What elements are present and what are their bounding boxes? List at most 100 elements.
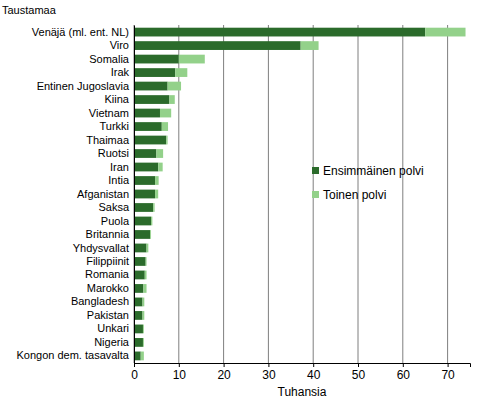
- bar: [134, 311, 143, 320]
- bar: [134, 271, 145, 280]
- plot: 0 10 20 30 40 50 60 70 Venäjä (ml. ent. NL)Viro S…: [16, 25, 470, 382]
- bar: [134, 203, 153, 212]
- bar: [134, 217, 151, 226]
- bar: [169, 95, 174, 104]
- tick: Puola: [101, 215, 134, 227]
- tick-mark: [358, 363, 359, 367]
- tick: Afganistan: [77, 188, 134, 200]
- tick-label: 0: [131, 368, 138, 382]
- bar: [134, 352, 141, 361]
- grid-line: [134, 25, 135, 363]
- tick-label: Bangladesh: [71, 295, 129, 307]
- bar: [142, 338, 144, 347]
- bar: [134, 163, 158, 172]
- tick: 50: [352, 363, 366, 382]
- tick-label: Puola: [101, 215, 130, 227]
- tick: Entinen Jugoslavia: [37, 80, 134, 92]
- tick: Somalia: [89, 53, 134, 65]
- tick: Nigeria: [94, 336, 134, 348]
- tick-label: Filippiinit: [86, 255, 129, 267]
- legend-item: Toinen polvi: [312, 188, 386, 202]
- tick: Britannia: [86, 228, 134, 240]
- title: Taustamaa: [2, 4, 57, 16]
- bar: [147, 244, 149, 253]
- tick-label: Nigeria: [94, 336, 130, 348]
- tick-label: 10: [173, 368, 187, 382]
- tick: Yhdysvallat: [73, 241, 134, 253]
- bar: [134, 95, 169, 104]
- tick-label: Iran: [110, 161, 129, 173]
- tick-mark: [448, 363, 449, 367]
- tick: Irak: [111, 66, 134, 78]
- legend-item: Ensimmäinen polvi: [312, 164, 424, 178]
- tick-label: Britannia: [86, 228, 130, 240]
- bar: [156, 149, 163, 158]
- grid-line: [223, 25, 224, 363]
- tick-label: 70: [441, 368, 455, 382]
- bar: [168, 82, 181, 91]
- tick-label: Viro: [110, 39, 129, 51]
- tick: Marokko: [87, 282, 134, 294]
- tick-label: 20: [217, 368, 231, 382]
- tick-label: 30: [262, 368, 276, 382]
- bar: [145, 257, 147, 266]
- tick-mark: [179, 363, 180, 367]
- tick: Kongon dem. tasavalta: [16, 349, 134, 361]
- bar: [134, 68, 175, 77]
- axis-title: Tuhansia: [278, 385, 327, 399]
- tick-mark: [403, 363, 404, 367]
- tick-label: Kiina: [105, 93, 130, 105]
- bar: [143, 311, 145, 320]
- tick-label: Pakistan: [87, 309, 129, 321]
- bar: [134, 176, 155, 185]
- tick-mark: [313, 363, 314, 367]
- tick-mark: [134, 363, 135, 367]
- axis-line: [134, 26, 135, 364]
- bar: [134, 149, 156, 158]
- tick: 70: [441, 363, 455, 382]
- grid-line: [268, 25, 269, 363]
- tick: Venäjä (ml. ent. NL): [32, 26, 134, 38]
- bar: [301, 41, 319, 50]
- bar: [425, 28, 465, 37]
- legend-label: Toinen polvi: [323, 188, 386, 202]
- bar: [142, 325, 144, 334]
- tick: Bangladesh: [71, 295, 134, 307]
- tick-label: 60: [397, 368, 411, 382]
- grid: [134, 25, 448, 363]
- grid-line: [447, 25, 448, 363]
- tick: Viro: [110, 39, 134, 51]
- tick: Vietnam: [89, 107, 134, 119]
- tick-label: Intia: [108, 174, 130, 186]
- bar: [153, 203, 154, 212]
- tick-label: Somalia: [89, 53, 130, 65]
- tick: Thaimaa: [86, 134, 134, 146]
- tick: 60: [397, 363, 411, 382]
- tick: Iran: [110, 161, 134, 173]
- bar: [134, 109, 160, 118]
- axis-line: [135, 364, 471, 368]
- bar: [145, 271, 147, 280]
- tick: Turkki: [99, 120, 134, 132]
- tick: 40: [307, 363, 321, 382]
- y-axis: Venäjä (ml. ent. NL)Viro SomaliaIrak Entin…: [16, 26, 134, 364]
- bar: [134, 136, 166, 145]
- tick: 0: [131, 363, 138, 382]
- tick: Unkari: [97, 322, 134, 334]
- chart: 0 10 20 30 40 50 60 70 Venäjä (ml. ent. NL)Viro S…: [0, 0, 497, 401]
- tick-label: Vietnam: [89, 107, 129, 119]
- tick-label: Unkari: [97, 322, 129, 334]
- tick-label: Entinen Jugoslavia: [37, 80, 130, 92]
- tick-mark: [224, 363, 225, 367]
- series: [141, 28, 466, 361]
- bar: [134, 122, 162, 131]
- tick-label: 40: [307, 368, 321, 382]
- bar: [150, 230, 152, 239]
- bar: [143, 284, 146, 293]
- tick: Filippiinit: [86, 255, 134, 267]
- tick: Romania: [85, 268, 134, 280]
- series: [134, 28, 425, 361]
- legend-swatch: [312, 191, 319, 198]
- bar: [155, 190, 158, 199]
- bar: [134, 230, 150, 239]
